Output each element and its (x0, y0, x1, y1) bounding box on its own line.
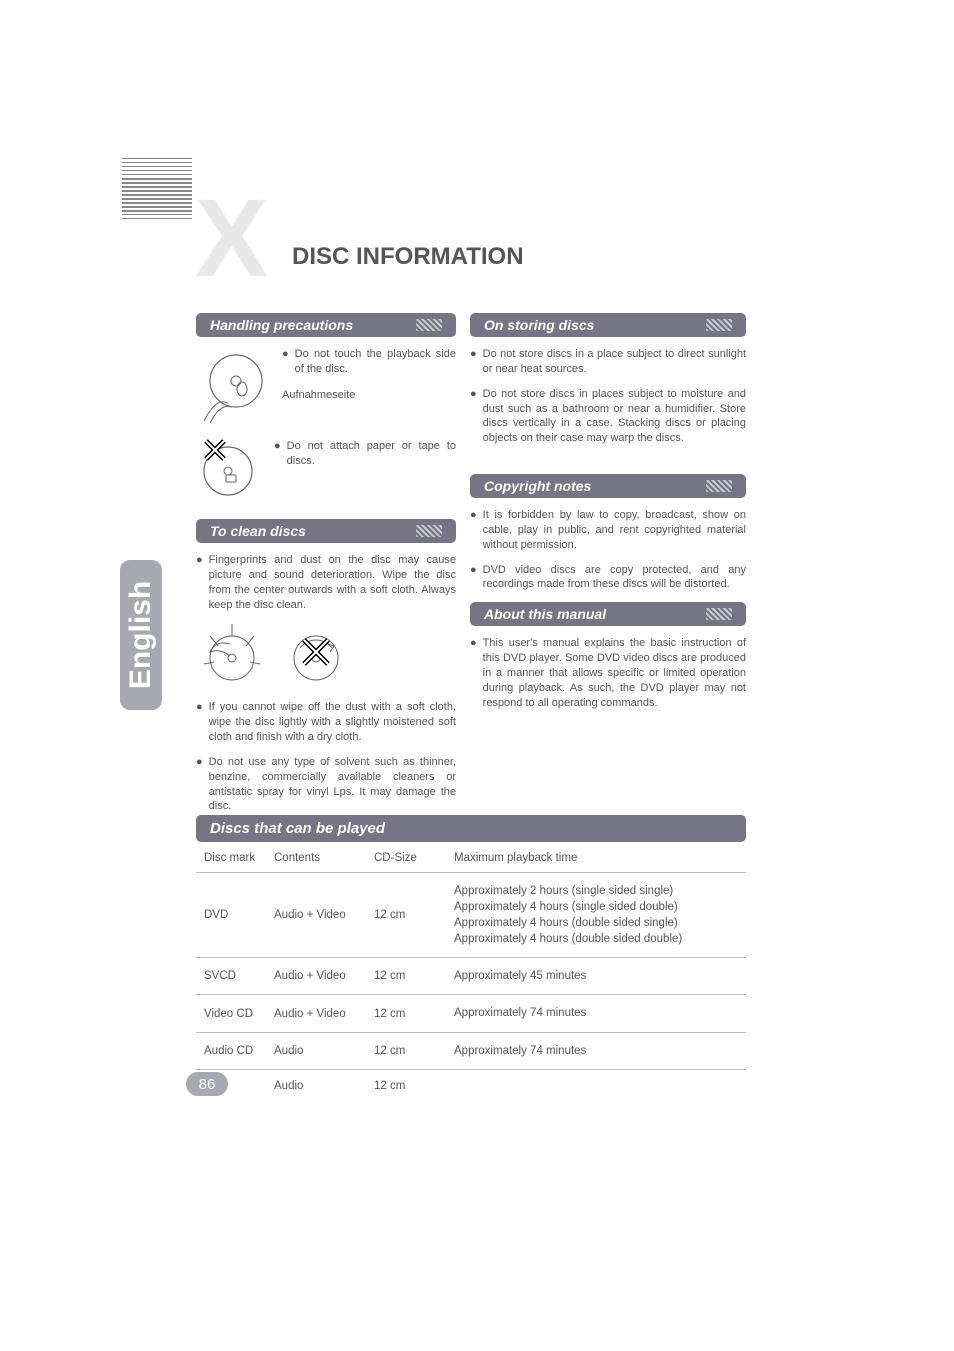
table-row: Audio CDAudio12 cmApproximately 74 minut… (196, 1032, 746, 1069)
wipe-correct-illustration (200, 622, 264, 686)
bullet-text: Do not store discs in a place subject to… (483, 347, 746, 377)
section-header-about: About this manual (470, 602, 746, 626)
bullet-text: If you cannot wipe off the dust with a s… (209, 700, 456, 745)
cell-mark: DVD (204, 909, 274, 921)
bullet-text: Do not attach paper or tape to discs. (287, 439, 456, 469)
col-header-contents: Contents (274, 852, 374, 864)
table-row: MP3Audio12 cm (196, 1069, 746, 1102)
right-column: On storing discs ●Do not store discs in … (470, 313, 746, 721)
disc-hold-illustration (196, 347, 268, 423)
bullet-text: Do not store discs in places subject to … (483, 387, 746, 446)
clean-bullet-2: ●If you cannot wipe off the dust with a … (196, 700, 456, 745)
hatch-icon (706, 319, 732, 331)
hatch-icon (416, 319, 442, 331)
clean-bullet-1: ●Fingerprints and dust on the disc may c… (196, 553, 456, 612)
section-title: Handling precautions (210, 317, 353, 333)
language-tab: English (120, 560, 162, 710)
wipe-wrong-illustration (284, 622, 348, 686)
table-body: DVDAudio + Video12 cmApproximately 2 hou… (196, 872, 746, 1102)
cell-size: 12 cm (374, 909, 454, 921)
decor-lines (122, 158, 192, 222)
handling-row-2: ●Do not attach paper or tape to discs. (196, 439, 456, 503)
cell-size: 12 cm (374, 1045, 454, 1057)
cell-playback: Approximately 45 minutes (454, 968, 738, 984)
section-header-storing: On storing discs (470, 313, 746, 337)
section-title: Copyright notes (484, 478, 591, 494)
about-bullet-1: ●This user's manual explains the basic i… (470, 636, 746, 710)
section-header-handling: Handling precautions (196, 313, 456, 337)
page-number-badge: 86 (186, 1072, 228, 1096)
section-header-discs: Discs that can be played (196, 815, 746, 842)
left-column: Handling precautions ●Do not touch the p… (196, 313, 456, 824)
copyright-bullet-2: ●DVD video discs are copy protected, and… (470, 563, 746, 593)
storing-bullet-1: ●Do not store discs in a place subject t… (470, 347, 746, 377)
cell-contents: Audio (274, 1080, 374, 1092)
bullet-text: It is forbidden by law to copy, broadcas… (483, 508, 746, 553)
discs-section: Discs that can be played Disc mark Conte… (196, 815, 746, 1102)
col-header-size: CD-Size (374, 852, 454, 864)
cell-playback: Approximately 2 hours (single sided sing… (454, 883, 738, 947)
decor-big-x: X (195, 195, 268, 283)
cell-playback: Approximately 74 minutes (454, 1043, 738, 1059)
bullet-text: This user's manual explains the basic in… (483, 636, 746, 710)
section-title: To clean discs (210, 523, 306, 539)
section-title: On storing discs (484, 317, 594, 333)
cell-size: 12 cm (374, 1008, 454, 1020)
bullet-text: Do not touch the playback side of the di… (295, 347, 456, 377)
table-row: SVCDAudio + Video12 cmApproximately 45 m… (196, 957, 746, 994)
clean-illustrations (200, 622, 456, 686)
bullet-text: Do not use any type of solvent such as t… (209, 755, 456, 814)
page-number: 86 (199, 1076, 216, 1093)
section-header-copyright: Copyright notes (470, 474, 746, 498)
cell-contents: Audio + Video (274, 1008, 374, 1020)
col-header-playback: Maximum playback time (454, 852, 738, 864)
page-title: DISC INFORMATION (292, 243, 524, 271)
table-row: DVDAudio + Video12 cmApproximately 2 hou… (196, 872, 746, 957)
cell-contents: Audio + Video (274, 909, 374, 921)
cell-contents: Audio + Video (274, 970, 374, 982)
cell-mark: SVCD (204, 970, 274, 982)
hatch-icon (706, 480, 732, 492)
section-title: About this manual (484, 606, 606, 622)
cell-playback: Approximately 74 minutes (454, 1005, 738, 1021)
cell-size: 12 cm (374, 970, 454, 982)
handling-text-1: ●Do not touch the playback side of the d… (282, 347, 456, 401)
bullet-text: DVD video discs are copy protected, and … (483, 563, 746, 593)
hatch-icon (416, 525, 442, 537)
section-header-clean: To clean discs (196, 519, 456, 543)
cell-mark: Video CD (204, 1008, 274, 1020)
copyright-bullet-1: ●It is forbidden by law to copy, broadca… (470, 508, 746, 553)
aufnahmeseite-label: Aufnahmeseite (282, 389, 456, 401)
table-header-row: Disc mark Contents CD-Size Maximum playb… (196, 842, 746, 872)
storing-bullet-2: ●Do not store discs in places subject to… (470, 387, 746, 446)
hatch-icon (706, 608, 732, 620)
cell-contents: Audio (274, 1045, 374, 1057)
handling-text-2: ●Do not attach paper or tape to discs. (274, 439, 456, 479)
disc-no-tape-illustration (196, 439, 260, 503)
col-header-mark: Disc mark (204, 852, 274, 864)
table-row: Video CDAudio + Video12 cmApproximately … (196, 994, 746, 1031)
language-tab-label: English (124, 581, 158, 689)
bullet-text: Fingerprints and dust on the disc may ca… (209, 553, 456, 612)
cell-mark: Audio CD (204, 1045, 274, 1057)
handling-row-1: ●Do not touch the playback side of the d… (196, 347, 456, 423)
cell-size: 12 cm (374, 1080, 454, 1092)
section-title: Discs that can be played (210, 820, 385, 837)
clean-bullet-3: ●Do not use any type of solvent such as … (196, 755, 456, 814)
